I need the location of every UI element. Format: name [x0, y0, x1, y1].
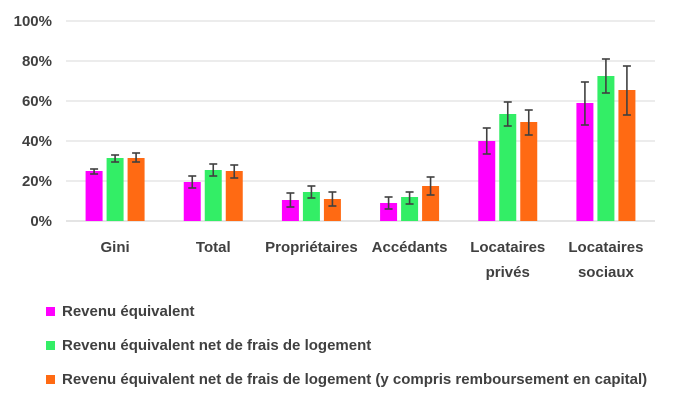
- legend-item-revenu-net: Revenu équivalent net de frais de logeme…: [46, 328, 647, 362]
- x-tick-label: privés: [486, 264, 530, 281]
- legend-item-revenu-net-capital: Revenu équivalent net de frais de logeme…: [46, 362, 647, 396]
- y-tick-label: 20%: [22, 173, 52, 190]
- bar: [204, 170, 222, 221]
- y-axis: 0% 20% 40% 60% 80% 100%: [14, 13, 52, 230]
- bar: [106, 158, 124, 221]
- legend-label: Revenu équivalent net de frais de logeme…: [62, 336, 372, 354]
- y-tick-label: 40%: [22, 133, 52, 150]
- y-tick-label: 0%: [30, 213, 52, 230]
- legend-label: Revenu équivalent: [62, 302, 195, 320]
- bar: [225, 171, 243, 221]
- bar: [302, 192, 320, 221]
- y-tick-label: 80%: [22, 53, 52, 70]
- bar: [618, 90, 636, 221]
- bar: [401, 197, 419, 221]
- bar: [380, 203, 398, 221]
- bar: [478, 141, 496, 221]
- x-tick-label: Propriétaires: [265, 239, 358, 256]
- x-tick-label: Total: [196, 239, 231, 256]
- x-tick-label: Gini: [100, 239, 129, 256]
- y-tick-label: 60%: [22, 93, 52, 110]
- x-axis: Gini Total Propriétaires Accédants Locataire…: [100, 239, 643, 281]
- legend-label: Revenu équivalent net de frais de logeme…: [62, 370, 648, 388]
- y-tick-label: 100%: [14, 13, 52, 30]
- bar: [323, 199, 341, 221]
- x-tick-label: Locataires: [470, 239, 545, 256]
- bar: [576, 103, 594, 221]
- legend-swatch: [46, 306, 55, 316]
- legend-item-revenu-equivalent: Revenu équivalent: [46, 294, 647, 328]
- legend-swatch: [46, 340, 55, 350]
- x-tick-label: Accédants: [372, 239, 448, 256]
- gridlines: [66, 20, 655, 222]
- bar: [520, 122, 538, 221]
- bar: [127, 158, 145, 221]
- bar: [183, 182, 201, 221]
- error-bars: [90, 58, 631, 210]
- bar: [281, 200, 299, 221]
- legend: Revenu équivalent Revenu équivalent net …: [46, 294, 647, 396]
- bar: [85, 171, 103, 221]
- bar: [499, 114, 517, 221]
- x-tick-label: Locataires: [568, 239, 643, 256]
- x-tick-label: sociaux: [578, 264, 635, 281]
- bar: [597, 76, 615, 221]
- bars: [85, 76, 636, 221]
- legend-swatch: [46, 374, 55, 384]
- bar: [422, 186, 440, 221]
